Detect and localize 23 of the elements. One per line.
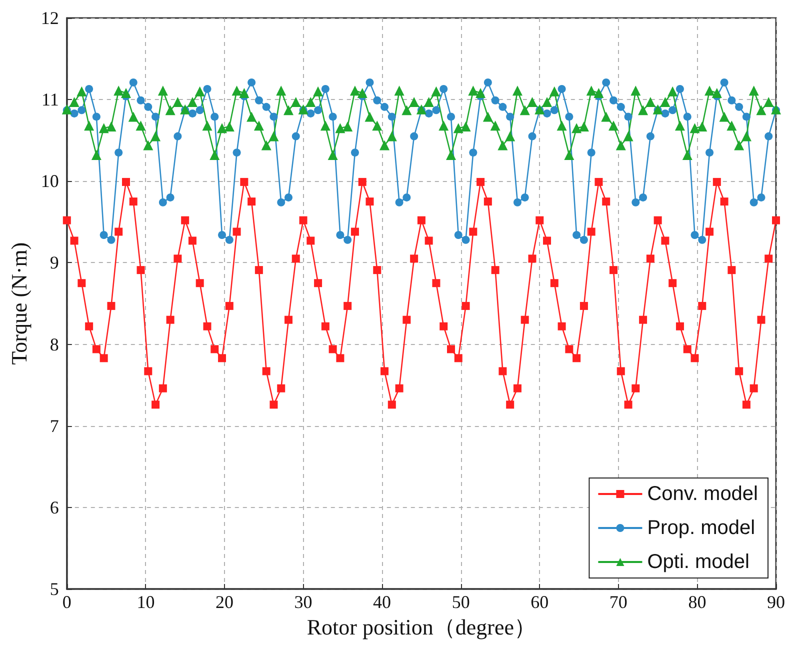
y-tick-label: 10 — [40, 171, 59, 192]
x-tick-label: 60 — [530, 592, 549, 612]
x-tick-label: 40 — [373, 592, 392, 612]
y-tick-label: 9 — [50, 252, 59, 273]
x-tick-label: 50 — [452, 592, 470, 612]
y-axis-title: Torque (N·m) — [6, 242, 32, 365]
y-tick-label: 6 — [50, 497, 59, 518]
y-tick-label: 11 — [42, 90, 59, 110]
x-tick-label: 10 — [136, 592, 155, 612]
x-axis-title: Rotor position（degree） — [306, 614, 536, 640]
y-tick-label: 12 — [40, 8, 59, 28]
x-tick-label: 80 — [688, 592, 706, 612]
x-tick-label: 70 — [609, 592, 628, 612]
legend-label: Prop. model — [647, 517, 756, 539]
legend-label: Opti. model — [647, 551, 750, 573]
legend-label: Conv. model — [647, 483, 758, 505]
x-tick-label: 0 — [62, 592, 72, 612]
y-tick-label: 7 — [50, 416, 59, 436]
y-tick-label: 5 — [50, 579, 59, 599]
x-tick-label: 90 — [767, 592, 785, 612]
x-tick-label: 30 — [294, 592, 312, 612]
x-tick-label: 20 — [215, 592, 234, 612]
y-tick-label: 8 — [50, 334, 59, 354]
